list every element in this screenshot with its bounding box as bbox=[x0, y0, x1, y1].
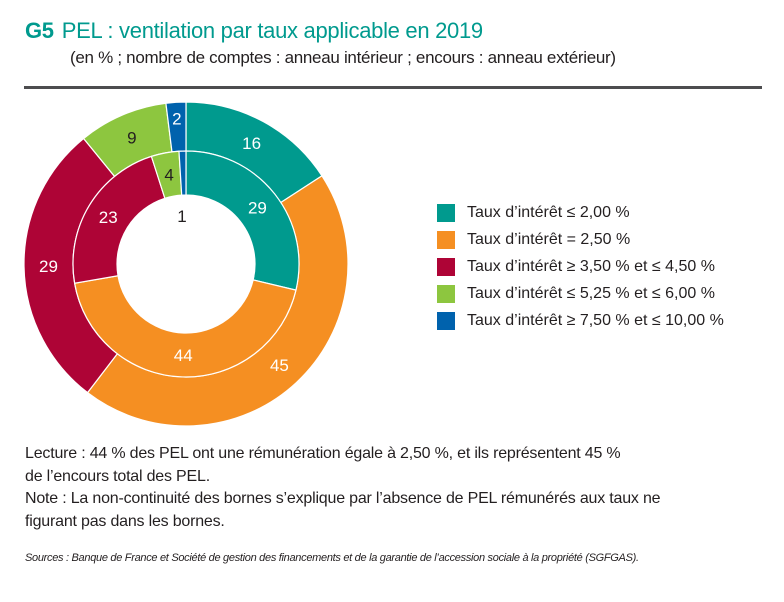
inner-slice-label: 23 bbox=[99, 208, 118, 227]
legend-item: Taux d’intérêt = 2,50 % bbox=[437, 226, 724, 253]
inner-slice-5 bbox=[178, 150, 187, 196]
legend-item: Taux d’intérêt ≤ 5,25 % et ≤ 6,00 % bbox=[437, 280, 724, 307]
inner-slice-1 bbox=[185, 150, 300, 291]
outer-slice-label: 9 bbox=[127, 129, 136, 148]
figure-title: G5 PEL : ventilation par taux applicable … bbox=[25, 18, 483, 44]
lecture-line-2: de l’encours total des PEL. bbox=[25, 467, 210, 485]
legend-item: Taux d’intérêt ≥ 7,50 % et ≤ 10,00 % bbox=[437, 307, 724, 334]
legend-label: Taux d’intérêt = 2,50 % bbox=[467, 230, 631, 248]
legend-item: Taux d’intérêt ≤ 2,00 % bbox=[437, 199, 724, 226]
legend-swatch bbox=[437, 203, 455, 222]
outer-slice-label: 16 bbox=[242, 134, 261, 153]
legend-label: Taux d’intérêt ≤ 5,25 % et ≤ 6,00 % bbox=[467, 284, 715, 302]
legend-label: Taux d’intérêt ≤ 2,00 % bbox=[467, 203, 630, 221]
sources: Sources : Banque de France et Société de… bbox=[25, 552, 639, 564]
legend-swatch bbox=[437, 257, 455, 276]
nested-donut-chart: 29 44 23 4 1 16 45 29 9 2 bbox=[23, 101, 349, 427]
lecture-line-1: Lecture : 44 % des PEL ont une rémunérat… bbox=[25, 445, 621, 462]
inner-slice-label: 4 bbox=[164, 166, 173, 185]
inner-slice-label: 29 bbox=[248, 199, 267, 218]
legend: Taux d’intérêt ≤ 2,00 % Taux d’intérêt =… bbox=[437, 199, 724, 334]
note-line-2: figurant pas dans les bornes. bbox=[25, 512, 225, 530]
legend-swatch bbox=[437, 284, 455, 303]
data-labels: 29 44 23 4 1 16 45 29 9 2 bbox=[39, 109, 289, 375]
outer-slice-label: 29 bbox=[39, 257, 58, 276]
title-divider bbox=[24, 86, 762, 89]
legend-swatch bbox=[437, 311, 455, 330]
figure-subtitle: (en % ; nombre de comptes : anneau intér… bbox=[70, 48, 616, 67]
legend-label: Taux d’intérêt ≥ 3,50 % et ≤ 4,50 % bbox=[467, 257, 715, 275]
outer-slice-label: 2 bbox=[172, 109, 181, 128]
outer-slice-label: 45 bbox=[270, 356, 289, 375]
notes: Lecture : 44 % des PEL ont une rémunérat… bbox=[25, 443, 661, 533]
inner-slice-2 bbox=[73, 275, 297, 378]
inner-ring bbox=[72, 150, 300, 378]
legend-item: Taux d’intérêt ≥ 3,50 % et ≤ 4,50 % bbox=[437, 253, 724, 280]
inner-slice-label: 1 bbox=[177, 207, 186, 226]
inner-slice-label: 44 bbox=[174, 346, 193, 365]
figure-number: G5 bbox=[25, 18, 54, 43]
note-line-1: Note : La non-continuité des bornes s’ex… bbox=[25, 490, 661, 507]
title-text: PEL : ventilation par taux applicable en… bbox=[61, 18, 483, 43]
legend-swatch bbox=[437, 230, 455, 249]
legend-label: Taux d’intérêt ≥ 7,50 % et ≤ 10,00 % bbox=[467, 311, 724, 329]
